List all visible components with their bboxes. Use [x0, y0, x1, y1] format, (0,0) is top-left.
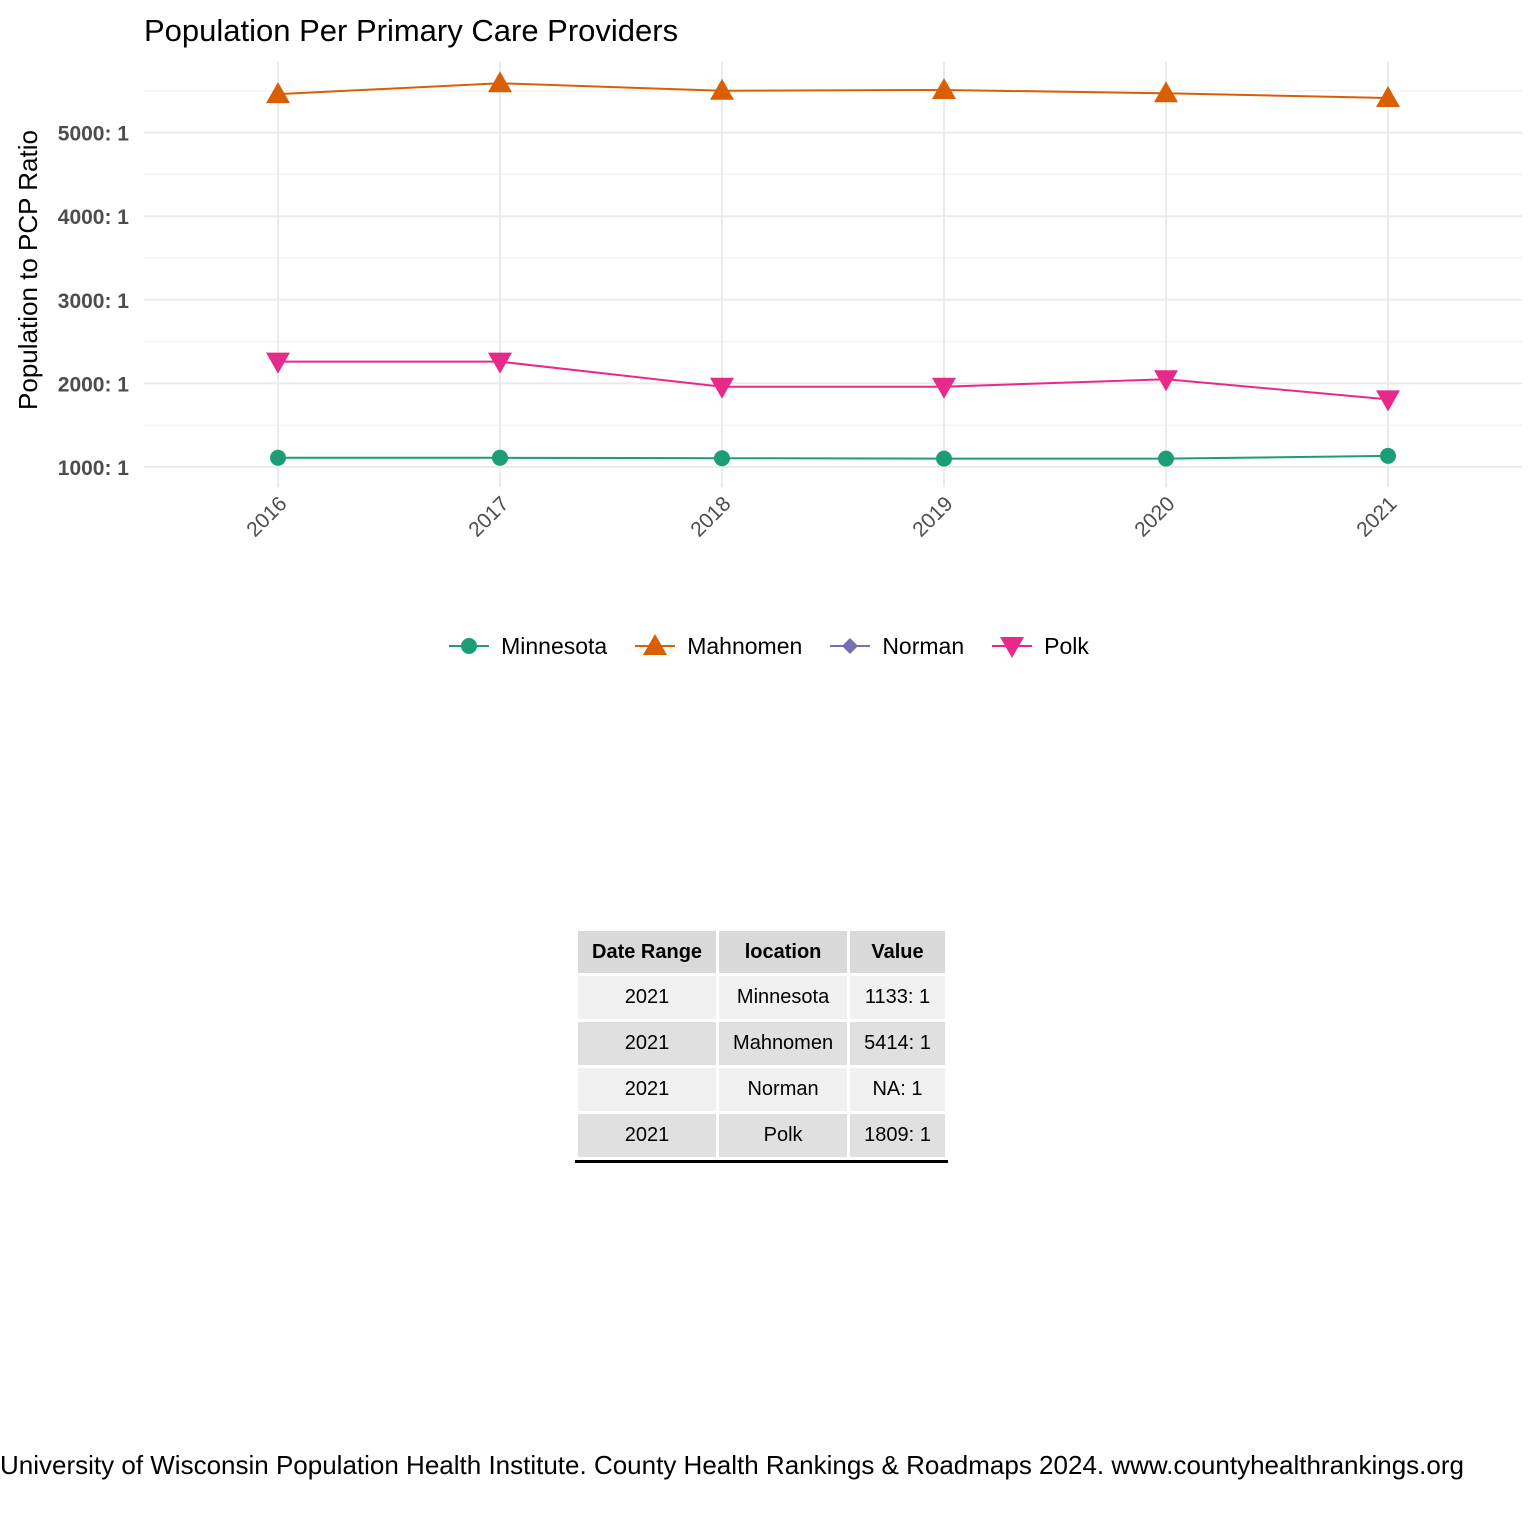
- legend-key-minnesota: [449, 638, 490, 654]
- table-cell-date: 2021: [578, 976, 717, 1019]
- data-point-polk: [710, 377, 734, 399]
- table-cell-value: 1133: 1: [850, 976, 945, 1019]
- data-point-minnesota: [1380, 447, 1396, 464]
- y-tick-label: 4000: 1: [58, 206, 130, 229]
- data-point-mahnomen: [1376, 85, 1400, 107]
- data-point-polk: [488, 352, 512, 374]
- table-cell-date: 2021: [578, 1114, 717, 1157]
- table-header-location: location: [719, 931, 848, 973]
- legend-key-marker: [842, 638, 859, 654]
- legend-label: Mahnomen: [687, 632, 803, 659]
- y-tick-label: 2000: 1: [58, 373, 130, 396]
- y-tick-label: 1000: 1: [58, 457, 130, 480]
- table-row: 2021 Norman NA: 1: [578, 1068, 945, 1111]
- data-point-polk: [266, 352, 290, 374]
- legend-key-marker: [1000, 637, 1025, 658]
- summary-table: Date Range location Value 2021 Minnesota…: [575, 928, 948, 1163]
- table-row: 2021 Polk 1809: 1: [578, 1114, 945, 1157]
- legend-key-polk: [992, 637, 1033, 658]
- data-point-minnesota: [936, 450, 952, 467]
- table-row: 2021 Minnesota 1133: 1: [578, 976, 945, 1019]
- x-tick-label: 2017: [464, 492, 513, 541]
- table-cell-value: NA: 1: [850, 1068, 945, 1111]
- legend-item-norman: Norman: [828, 628, 964, 664]
- legend-label: Minnesota: [501, 632, 608, 659]
- legend-key-marker: [643, 634, 668, 655]
- table-cell-location: Norman: [719, 1068, 848, 1111]
- legend-key-mahnomen: [635, 634, 676, 655]
- table-cell-value: 1809: 1: [850, 1114, 945, 1157]
- data-point-mahnomen: [488, 71, 512, 93]
- table-cell-value: 5414: 1: [850, 1022, 945, 1065]
- source-caption: University of Wisconsin Population Healt…: [0, 1450, 1464, 1480]
- summary-table-container: Date Range location Value 2021 Minnesota…: [575, 928, 948, 1163]
- legend-item-minnesota: Minnesota: [447, 628, 607, 664]
- data-point-minnesota: [714, 450, 730, 467]
- x-tick-label: 2019: [908, 492, 957, 541]
- x-axis-ticks: 2016 2017 2018 2019 2020 2021: [242, 492, 1401, 541]
- table-cell-location: Mahnomen: [719, 1022, 848, 1065]
- chart-legend: Minnesota Mahnomen Norman Polk: [0, 628, 1536, 664]
- data-point-polk: [1154, 370, 1178, 392]
- data-point-minnesota: [492, 449, 508, 466]
- data-point-polk: [1376, 390, 1400, 412]
- table-cell-location: Minnesota: [719, 976, 848, 1019]
- series-lines: [266, 71, 1400, 467]
- x-tick-label: 2018: [686, 492, 735, 541]
- table-row: 2021 Mahnomen 5414: 1: [578, 1022, 945, 1065]
- data-point-minnesota: [270, 449, 286, 466]
- data-point-mahnomen: [266, 82, 290, 104]
- data-point-mahnomen: [710, 78, 734, 100]
- y-tick-label: 3000: 1: [58, 290, 130, 313]
- legend-key-marker: [461, 638, 478, 654]
- table-header-value: Value: [850, 931, 945, 973]
- table-cell-location: Polk: [719, 1114, 848, 1157]
- line-chart: Population Per Primary Care Providers Po…: [13, 13, 1522, 542]
- legend-label: Polk: [1044, 632, 1089, 659]
- y-axis-label: Population to PCP Ratio: [13, 130, 43, 410]
- x-tick-label: 2020: [1130, 492, 1179, 541]
- legend-item-polk: Polk: [990, 628, 1089, 664]
- chart-title: Population Per Primary Care Providers: [144, 13, 678, 48]
- y-tick-label: 5000: 1: [58, 123, 130, 146]
- data-point-polk: [932, 377, 956, 399]
- legend-key-norman: [830, 638, 871, 654]
- legend-label: Norman: [882, 632, 965, 659]
- table-cell-date: 2021: [578, 1022, 717, 1065]
- grid-lines: [144, 62, 1522, 487]
- data-point-mahnomen: [932, 77, 956, 99]
- table-cell-date: 2021: [578, 1068, 717, 1111]
- data-point-minnesota: [1158, 450, 1174, 467]
- data-point-mahnomen: [1154, 81, 1178, 103]
- x-tick-label: 2016: [242, 492, 291, 541]
- x-tick-label: 2021: [1352, 492, 1401, 541]
- series-line-mahnomen: [277, 82, 1389, 99]
- y-axis-ticks: 1000: 1 2000: 1 3000: 1 4000: 1 5000: 1: [58, 123, 130, 480]
- table-header-row: Date Range location Value: [578, 931, 945, 973]
- legend-item-mahnomen: Mahnomen: [633, 628, 802, 664]
- series-line-minnesota: [278, 454, 1389, 460]
- table-header-date-range: Date Range: [578, 931, 717, 973]
- series-line-polk: [278, 360, 1389, 401]
